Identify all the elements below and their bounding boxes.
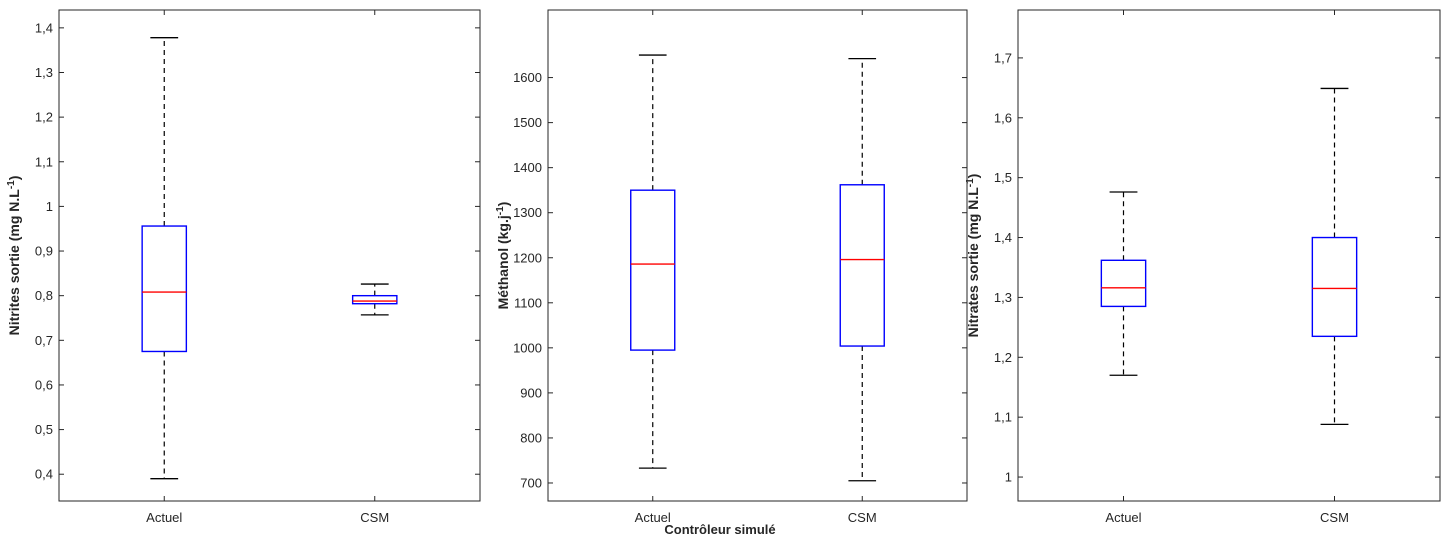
shared-x-axis-label: Contrôleur simulé bbox=[664, 522, 775, 537]
x-tick-label-csm: CSM bbox=[848, 510, 877, 525]
y-tick-label: 0,5 bbox=[35, 422, 53, 437]
plot-area-frame bbox=[1017, 9, 1441, 502]
y-tick-label: 1 bbox=[1005, 470, 1012, 485]
boxplot-panel-1: 0,4 0,5 0,6 0,7 0,8 0,9 1 1,1 1,2 1,3 1,4 Actuel CSM… bbox=[6, 9, 481, 525]
y-tick-label: 0,8 bbox=[35, 288, 53, 303]
box-actuel bbox=[141, 37, 188, 480]
y-tick-label: 1100 bbox=[514, 295, 542, 310]
interquartile-box bbox=[1100, 259, 1147, 308]
box-actuel bbox=[630, 54, 676, 469]
y-tick-label: 1000 bbox=[513, 340, 542, 355]
boxplot-panel-3: 1 1,1 1,2 1,3 1,4 1,5 1,6 1,7 Actuel CSM Nitrates … bbox=[965, 9, 1441, 525]
y-tick-label: 1,2 bbox=[35, 110, 53, 125]
y-tick-label: 0,9 bbox=[35, 244, 53, 259]
y-tick-label: 1,3 bbox=[35, 65, 53, 80]
y-tick-label: 1300 bbox=[513, 205, 542, 220]
interquartile-box bbox=[351, 294, 398, 305]
y-tick-label: 1,4 bbox=[994, 230, 1012, 245]
y-tick-label: 1,2 bbox=[994, 350, 1012, 365]
y-tick-label: 1,1 bbox=[994, 410, 1012, 425]
y-tick-label: 1,3 bbox=[994, 290, 1012, 305]
y-tick-label: 1,6 bbox=[994, 110, 1012, 125]
box-actuel bbox=[1100, 191, 1147, 376]
y-tick-label: 1200 bbox=[513, 250, 542, 265]
box-csm bbox=[1311, 87, 1358, 426]
interquartile-box bbox=[630, 189, 676, 351]
plot-area-frame bbox=[58, 9, 481, 502]
box-csm bbox=[839, 57, 885, 482]
box-csm bbox=[351, 283, 398, 316]
y-tick-label: 1,1 bbox=[35, 154, 53, 169]
y-tick-label: 900 bbox=[520, 385, 542, 400]
x-tick-label-actuel: Actuel bbox=[635, 510, 671, 525]
x-tick-label-csm: CSM bbox=[360, 510, 389, 525]
plot-area-frame bbox=[547, 9, 968, 502]
interquartile-box bbox=[839, 184, 885, 347]
y-axis-label: Méthanol (kg.j-1) bbox=[495, 202, 512, 310]
y-tick-label: 700 bbox=[520, 475, 542, 490]
y-tick-label: 1600 bbox=[513, 70, 542, 85]
y-tick-label: 1,5 bbox=[994, 170, 1012, 185]
y-tick-label: 0,6 bbox=[35, 377, 53, 392]
interquartile-box bbox=[1311, 236, 1358, 338]
y-axis-label: Nitrates sortie (mg N.L-1) bbox=[965, 174, 982, 338]
y-tick-label: 1 bbox=[46, 199, 53, 214]
y-tick-label: 0,4 bbox=[35, 467, 53, 482]
y-tick-label: 1,7 bbox=[994, 50, 1012, 65]
x-tick-label-csm: CSM bbox=[1320, 510, 1349, 525]
y-tick-label: 1400 bbox=[513, 160, 542, 175]
y-axis-label: Nitrites sortie (mg N.L-1) bbox=[6, 176, 23, 336]
y-tick-label: 1500 bbox=[513, 115, 542, 130]
y-tick-label: 1,4 bbox=[35, 20, 53, 35]
y-tick-label: 800 bbox=[520, 430, 542, 445]
boxplot-panel-2: 700 800 900 1000 1100 1200 1300 1400 1500 1600 Act… bbox=[495, 9, 968, 525]
x-tick-label-actuel: Actuel bbox=[1105, 510, 1141, 525]
y-tick-label: 0,7 bbox=[35, 333, 53, 348]
x-tick-label-actuel: Actuel bbox=[146, 510, 182, 525]
interquartile-box bbox=[141, 225, 188, 353]
